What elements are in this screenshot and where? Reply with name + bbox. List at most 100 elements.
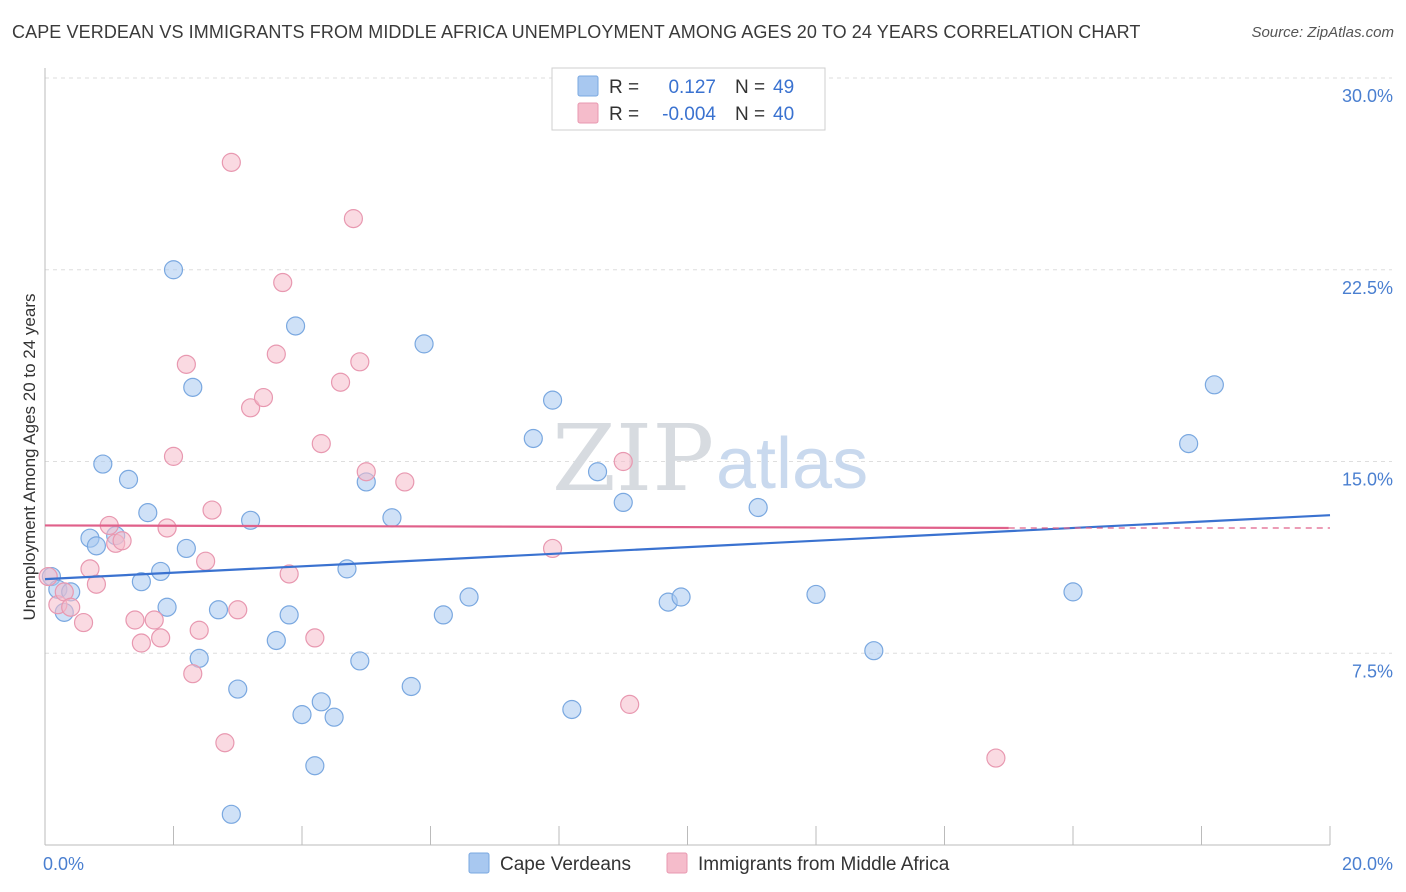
point-series0-9 bbox=[131, 572, 151, 592]
point-series0-34 bbox=[433, 605, 453, 625]
x-tick-marks bbox=[173, 826, 1331, 845]
point-series0-29 bbox=[350, 651, 370, 671]
y-tick-labels: 7.5% 15.0% 22.5% 30.0% bbox=[1342, 86, 1393, 681]
point-series0-15 bbox=[183, 377, 203, 397]
point-series0-26 bbox=[311, 692, 331, 712]
point-series0-33 bbox=[414, 334, 434, 354]
bottom-legend: Cape Verdeans Immigrants from Middle Afr… bbox=[468, 852, 950, 875]
point-series1-33 bbox=[350, 352, 370, 372]
point-series0-19 bbox=[228, 679, 248, 699]
point-series1-26 bbox=[266, 344, 286, 364]
point-series1-27 bbox=[273, 272, 293, 293]
point-series0-8 bbox=[118, 469, 139, 489]
point-series1-0 bbox=[38, 566, 58, 587]
point-series1-37 bbox=[613, 451, 633, 472]
point-series0-35 bbox=[459, 587, 479, 607]
point-series0-10 bbox=[138, 503, 158, 523]
point-series0-40 bbox=[613, 492, 633, 513]
point-series0-28 bbox=[337, 559, 357, 579]
point-series0-20 bbox=[241, 510, 261, 530]
point-series1-11 bbox=[131, 633, 151, 653]
point-series0-25 bbox=[305, 756, 325, 776]
point-series1-28 bbox=[279, 564, 299, 584]
watermark-atlas: atlas bbox=[716, 424, 868, 504]
point-series1-15 bbox=[163, 446, 184, 466]
point-series0-32 bbox=[401, 676, 421, 697]
point-series1-20 bbox=[202, 500, 222, 520]
trend-lines bbox=[44, 514, 1331, 581]
legend-r-value-2: -0.004 bbox=[662, 104, 716, 125]
point-series0-17 bbox=[208, 600, 229, 620]
point-series0-43 bbox=[748, 497, 768, 518]
point-series0-21 bbox=[266, 630, 286, 651]
legend-r-value-1: 0.127 bbox=[668, 77, 716, 98]
point-series1-14 bbox=[157, 518, 177, 538]
watermark-zip: ZIP bbox=[552, 405, 714, 512]
y-tick-label-0: 7.5% bbox=[1352, 661, 1393, 681]
point-series1-13 bbox=[151, 628, 171, 648]
point-series0-31 bbox=[382, 508, 402, 528]
legend-r-label-1: R = bbox=[609, 77, 639, 98]
point-series1-16 bbox=[176, 354, 196, 374]
legend: R = 0.127 N = 49 R = -0.004 N = 40 bbox=[551, 67, 826, 131]
point-series1-30 bbox=[311, 434, 331, 454]
point-series0-13 bbox=[163, 260, 184, 280]
point-series1-29 bbox=[305, 628, 325, 648]
point-series0-38 bbox=[562, 699, 582, 720]
y-tick-label-3: 30.0% bbox=[1342, 86, 1393, 106]
point-series1-9 bbox=[112, 531, 132, 551]
legend-r-label-2: R = bbox=[609, 104, 639, 125]
bottom-legend-swatch-pink bbox=[666, 852, 688, 874]
point-series1-18 bbox=[189, 620, 209, 640]
point-series1-38 bbox=[620, 694, 640, 714]
point-series0-12 bbox=[157, 597, 177, 617]
point-series1-35 bbox=[395, 472, 415, 492]
bottom-legend-series-1: Cape Verdeans bbox=[500, 854, 631, 875]
point-series1-10 bbox=[125, 610, 145, 630]
point-series0-47 bbox=[1179, 434, 1199, 454]
gridlines bbox=[45, 77, 1392, 654]
watermark: ZIP atlas bbox=[552, 405, 868, 512]
chart-title: CAPE VERDEAN VS IMMIGRANTS FROM MIDDLE A… bbox=[12, 22, 1141, 42]
point-series0-36 bbox=[523, 428, 543, 449]
bottom-legend-swatch-blue bbox=[468, 852, 490, 874]
point-series1-4 bbox=[73, 612, 94, 633]
point-series1-34 bbox=[356, 462, 376, 482]
legend-swatch-pink bbox=[577, 102, 599, 124]
point-series1-32 bbox=[343, 209, 363, 229]
point-series1-17 bbox=[183, 664, 203, 684]
y-tick-label-2: 22.5% bbox=[1342, 278, 1393, 298]
point-series0-6 bbox=[93, 454, 113, 474]
bottom-legend-series-2: Immigrants from Middle Africa bbox=[698, 854, 950, 875]
point-series0-44 bbox=[806, 584, 826, 605]
point-series0-42 bbox=[671, 587, 691, 607]
point-series0-48 bbox=[1204, 375, 1224, 395]
point-series0-14 bbox=[176, 538, 196, 559]
legend-n-label-2: N = bbox=[735, 104, 765, 125]
point-series0-11 bbox=[151, 561, 171, 582]
point-series0-37 bbox=[542, 390, 563, 410]
point-series0-45 bbox=[864, 641, 884, 661]
source-label: Source: ZipAtlas.com bbox=[1251, 24, 1394, 41]
point-series0-22 bbox=[279, 605, 299, 625]
point-series0-46 bbox=[1063, 582, 1083, 602]
legend-n-label-1: N = bbox=[735, 77, 765, 98]
point-series0-5 bbox=[86, 536, 107, 556]
point-series1-21 bbox=[215, 733, 235, 753]
point-series1-19 bbox=[196, 551, 216, 571]
x-tick-label-0: 0.0% bbox=[43, 854, 84, 874]
x-tick-label-1: 20.0% bbox=[1342, 854, 1393, 874]
point-series1-24 bbox=[241, 398, 261, 418]
y-tick-label-1: 15.0% bbox=[1342, 470, 1393, 490]
point-series0-39 bbox=[587, 462, 608, 482]
trend-line-series1 bbox=[44, 524, 1009, 530]
trend-line-series0 bbox=[44, 514, 1331, 581]
point-series0-27 bbox=[324, 707, 344, 727]
point-series1-3 bbox=[61, 597, 81, 617]
point-series1-23 bbox=[228, 600, 248, 620]
legend-n-value-2: 40 bbox=[773, 104, 794, 125]
point-series1-39 bbox=[986, 748, 1006, 768]
legend-n-value-1: 49 bbox=[773, 77, 794, 98]
point-series0-23 bbox=[285, 316, 306, 336]
